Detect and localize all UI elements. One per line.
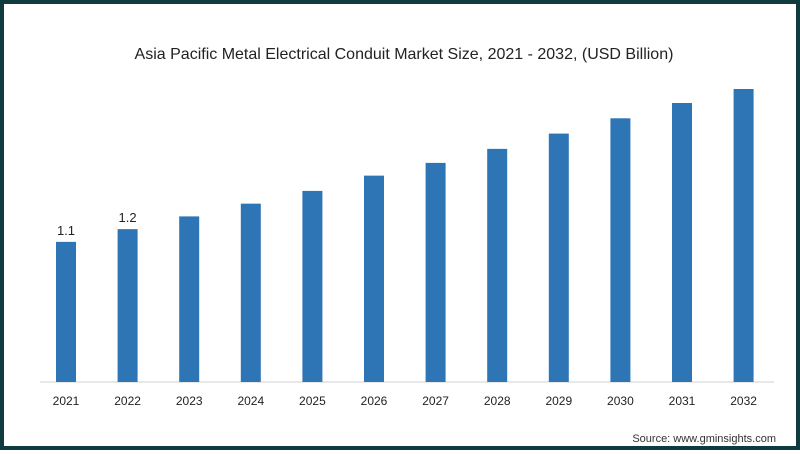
bar-2027 [425,162,446,382]
bar-2031 [672,103,692,382]
data-label-2022: 1.2 [119,210,137,225]
x-tick-label-2027: 2027 [422,394,449,408]
bar-2022 [117,229,138,382]
x-tick-label-2022: 2022 [114,394,141,408]
x-tick-label-2021: 2021 [53,394,80,408]
x-tick-label-2028: 2028 [484,394,511,408]
bar-2029 [548,133,569,382]
source-note: Source: www.gminsights.com [632,433,776,445]
x-tick-label-2025: 2025 [299,394,326,408]
chart-title: Asia Pacific Metal Electrical Conduit Ma… [134,46,674,63]
bar-2024 [240,203,261,382]
bar-2025 [302,190,323,382]
bar-2021 [56,241,76,382]
x-tick-label-2023: 2023 [176,394,203,408]
x-tick-label-2030: 2030 [607,394,634,408]
x-tick-label-2026: 2026 [361,394,388,408]
x-tick-label-2031: 2031 [669,394,696,408]
data-label-2021: 1.1 [57,223,75,238]
bar-2030 [610,118,631,383]
bar-2026 [364,175,384,382]
bar-2028 [487,148,508,382]
bar-2032 [733,89,754,382]
x-tick-label-2024: 2024 [237,394,264,408]
x-tick-label-2032: 2032 [730,394,757,408]
bar-chart: 2021 1.1 2022 1.2 2023 2024 2025 2026 2027 2028 20… [40,89,774,408]
bar-2023 [179,216,200,382]
x-tick-label-2029: 2029 [545,394,572,408]
